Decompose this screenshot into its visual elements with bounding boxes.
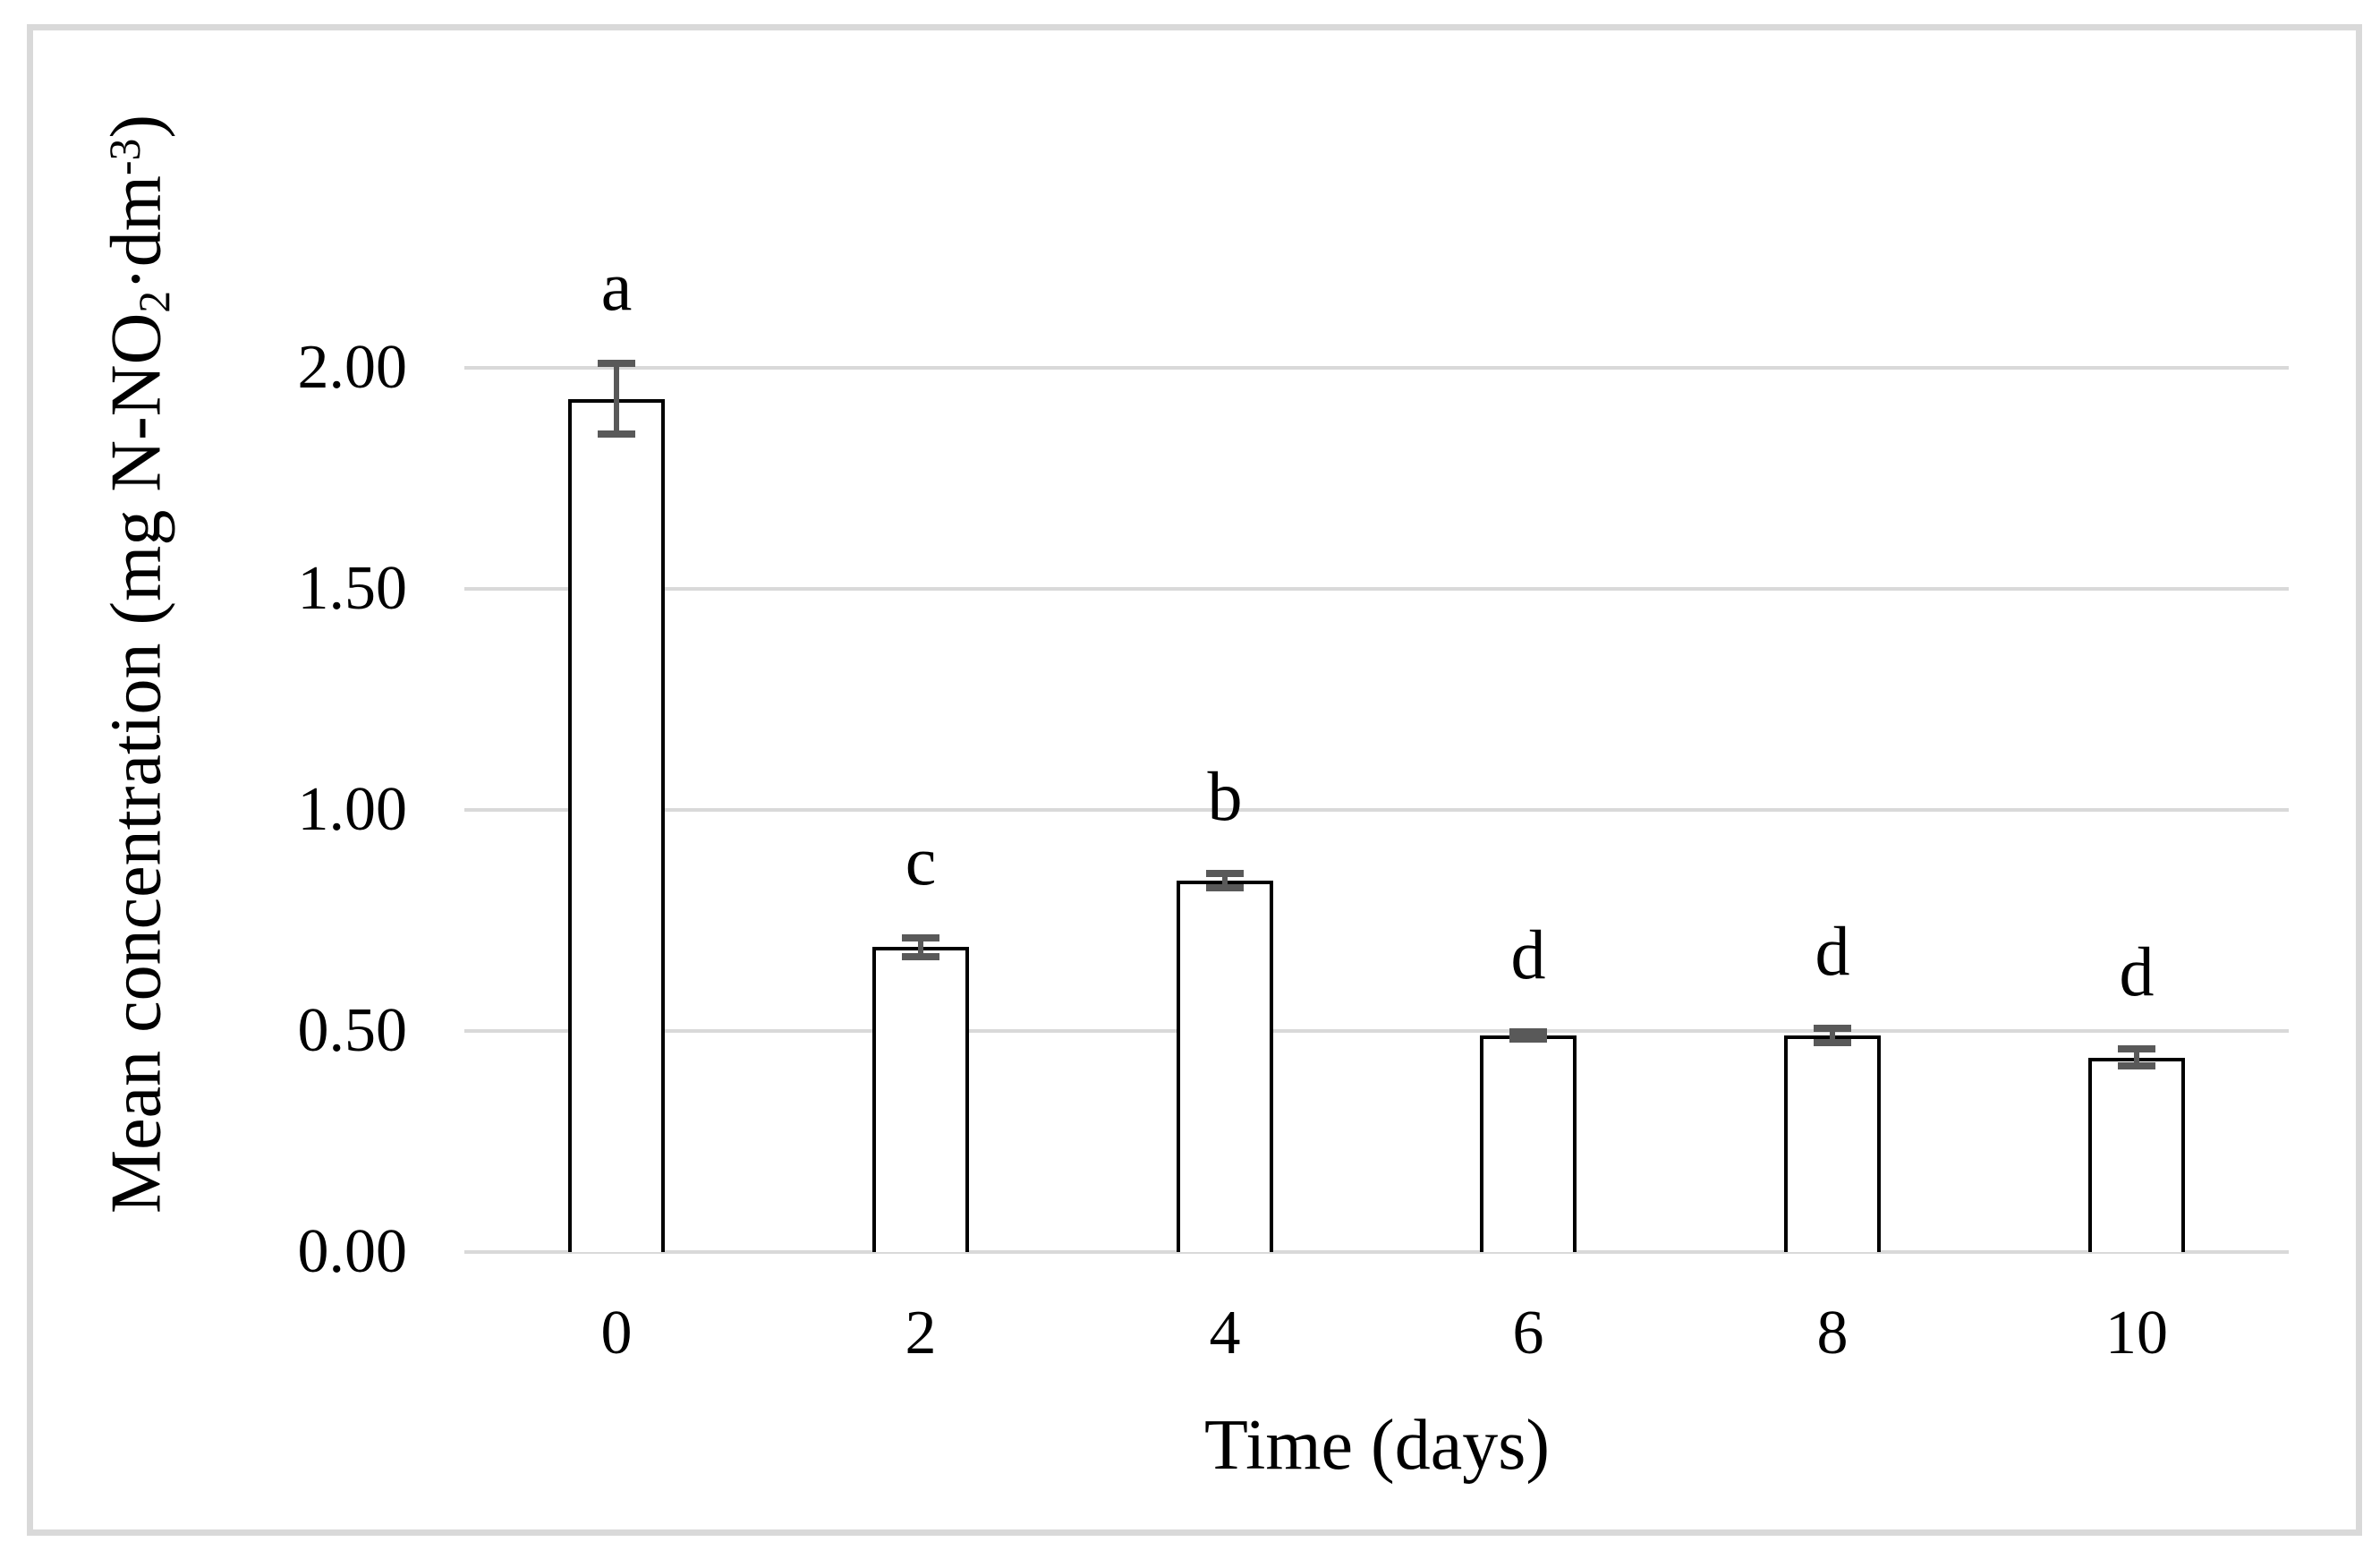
y-tick-label: 1.00: [297, 775, 408, 844]
gridline: [464, 1029, 2289, 1033]
error-bar-cap-top: [1206, 870, 1244, 877]
bar: [568, 399, 665, 1252]
significance-letter: d: [1815, 912, 1850, 990]
gridline: [464, 808, 2289, 812]
error-bar-cap-top: [1814, 1025, 1851, 1032]
significance-letter: d: [2119, 933, 2155, 1010]
error-bar-stem: [1222, 873, 1228, 888]
x-tick-label: 0: [600, 1299, 633, 1367]
y-tick-label: 0.50: [297, 996, 408, 1065]
y-tick-label: 1.50: [297, 554, 408, 623]
x-tick-label: 2: [905, 1299, 937, 1367]
gridline: [464, 587, 2289, 591]
y-axis-title: Mean concentration (mg N-NO2·dm-3): [88, 0, 179, 1335]
error-bar-cap-bottom: [902, 953, 939, 960]
x-tick-label: 4: [1209, 1299, 1241, 1367]
error-bar-cap-bottom: [1814, 1039, 1851, 1046]
significance-letter: a: [600, 247, 633, 325]
chart-border: [27, 24, 2362, 1536]
significance-letter: c: [905, 822, 937, 899]
bar: [2088, 1058, 2185, 1252]
x-tick-label: 8: [1816, 1299, 1849, 1367]
error-bar-cap-top: [902, 934, 939, 941]
y-axis-title-part: -3: [100, 138, 149, 175]
error-bar-stem: [918, 938, 923, 957]
error-bar-cap-top: [598, 360, 635, 367]
significance-letter: b: [1207, 757, 1243, 835]
gridline: [464, 366, 2289, 370]
error-bar-cap-bottom: [1206, 884, 1244, 891]
error-bar-stem: [2134, 1049, 2139, 1066]
bar: [872, 947, 969, 1252]
error-bar-stem: [614, 363, 619, 434]
y-tick-label: 0.00: [297, 1217, 408, 1286]
error-bar-stem: [1830, 1028, 1835, 1044]
y-axis-title-part: 2: [130, 290, 180, 313]
error-bar-cap-bottom: [1509, 1035, 1547, 1043]
significance-letter: d: [1510, 916, 1546, 993]
error-bar-cap-top: [1509, 1028, 1547, 1035]
y-tick-label: 2.00: [297, 333, 408, 402]
y-axis-title-part: Mean concentration (mg N-NO: [97, 312, 176, 1214]
bar: [1784, 1035, 1881, 1252]
gridline: [464, 1250, 2289, 1254]
error-bar-cap-bottom: [598, 430, 635, 438]
bar: [1177, 881, 1273, 1252]
bar: [1480, 1035, 1577, 1252]
error-bar-cap-bottom: [2118, 1062, 2155, 1069]
error-bar-cap-top: [2118, 1045, 2155, 1052]
x-tick-label: 10: [2105, 1299, 2168, 1367]
y-axis-title-part: ): [97, 115, 176, 139]
x-axis-title: Time (days): [1204, 1406, 1550, 1485]
x-tick-label: 6: [1512, 1299, 1544, 1367]
y-axis-title-part: ·dm: [97, 175, 176, 291]
